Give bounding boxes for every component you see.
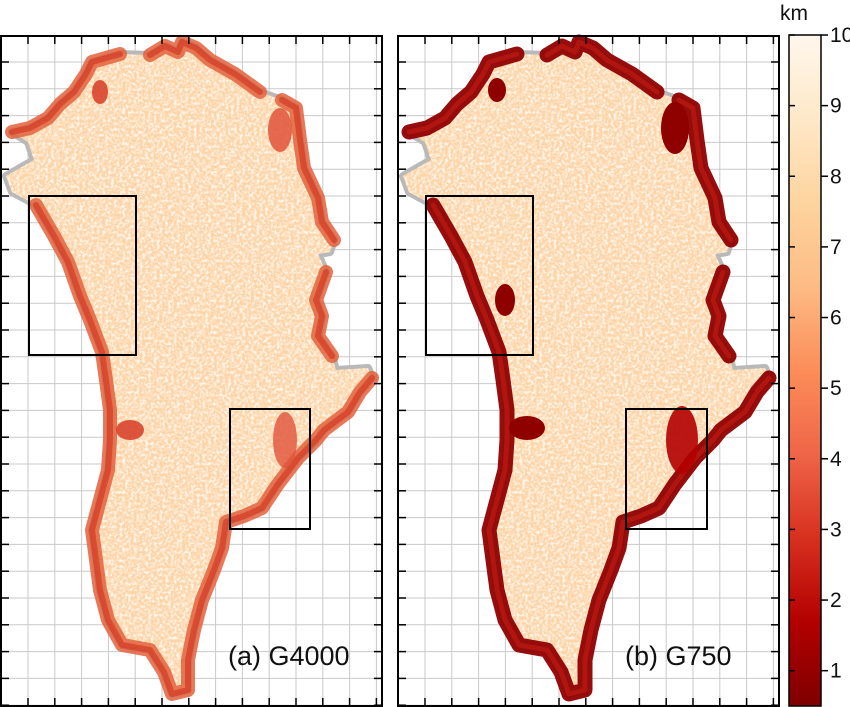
panel-a-label: (a) G4000 <box>228 641 350 671</box>
panel-b-frame-ticks <box>398 36 779 706</box>
panel-a-inset-box-east <box>229 408 311 530</box>
panel-a-greenland-map <box>6 42 372 694</box>
colorbar-tick-label: 2 <box>830 589 842 612</box>
panel-b-inset-box-east <box>625 408 708 530</box>
panel-b-frame <box>397 35 780 707</box>
colorbar-tick-label: 6 <box>830 307 842 330</box>
panel-b-label: (b) G750 <box>625 641 732 671</box>
colorbar-tick-label: 1 <box>830 660 842 683</box>
colorbar-tick-label: 7 <box>830 236 842 259</box>
colorbar-tick-label: 10 <box>830 24 850 47</box>
panel-a-frame-ticks <box>1 36 382 706</box>
colorbar-unit: km <box>780 2 808 25</box>
colorbar-tick-label: 5 <box>830 377 842 400</box>
panel-b-inset-box-west <box>425 195 534 356</box>
panel-a-inset-box-west <box>28 195 137 356</box>
colorbar-ticks: 10 9 8 7 6 5 4 3 2 1 <box>789 24 850 683</box>
panel-b: (b) G750 <box>397 36 780 707</box>
colorbar-tick-label: 4 <box>830 448 842 471</box>
colorbar-gradient <box>788 34 822 707</box>
colorbar: km 10 9 8 7 6 5 4 3 2 1 <box>780 2 850 707</box>
colorbar-tick-label: 3 <box>830 518 842 541</box>
colorbar-tick-label: 9 <box>830 95 842 118</box>
panel-a-frame <box>0 35 383 707</box>
panel-b-greenland-map <box>403 42 769 694</box>
panel-a: (a) G4000 <box>0 35 383 707</box>
colorbar-tick-label: 8 <box>830 165 842 188</box>
